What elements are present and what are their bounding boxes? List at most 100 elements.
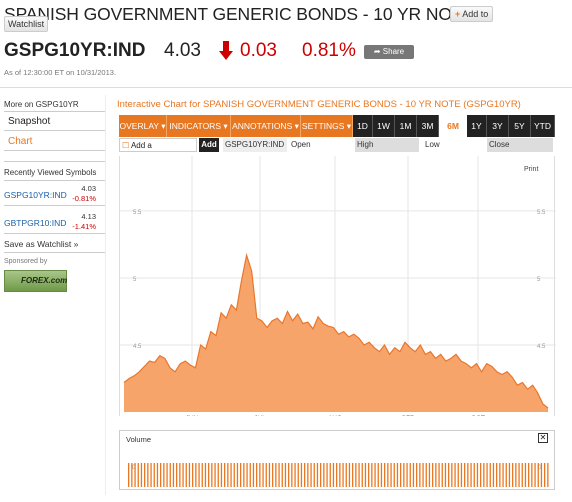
volume-bar xyxy=(313,463,315,487)
volume-bar xyxy=(256,463,258,487)
volume-bar xyxy=(476,463,479,487)
sponsor-logo[interactable]: FOREX.com xyxy=(4,270,67,292)
volume-bar xyxy=(265,463,267,487)
volume-bar xyxy=(348,463,351,487)
plus-icon: + xyxy=(455,9,461,19)
volume-bar xyxy=(326,463,328,487)
divider xyxy=(4,130,105,131)
divider xyxy=(4,252,105,253)
volume-bar xyxy=(320,463,322,487)
volume-bar xyxy=(150,463,152,487)
volume-axis-label: 0 xyxy=(538,465,542,471)
divider xyxy=(4,150,105,151)
volume-bar xyxy=(332,463,335,487)
volume-bar xyxy=(454,463,456,487)
sponsored-label: Sponsored by xyxy=(4,258,48,265)
volume-bar xyxy=(160,463,162,487)
range-3y[interactable]: 3Y xyxy=(487,115,509,137)
volume-bar xyxy=(192,463,194,487)
volume-bar xyxy=(329,463,331,487)
volume-bar xyxy=(182,463,184,487)
volume-bar xyxy=(492,463,495,487)
price-change: 0.03 xyxy=(240,40,277,61)
sponsor-name: FOREX.com xyxy=(21,276,68,285)
watchlist-button[interactable]: Watchlist xyxy=(4,16,49,32)
volume-bar xyxy=(384,463,386,487)
volume-bar xyxy=(505,463,507,487)
volume-bar xyxy=(294,463,296,487)
volume-bar xyxy=(278,463,280,487)
volume-bar xyxy=(214,463,216,487)
price-chart[interactable]: 4.5 4.5 5 5 5.5 5.5 Print JUN JUL AUG SEP OCT xyxy=(119,156,556,422)
volume-bar xyxy=(304,463,306,487)
volume-bar xyxy=(204,463,207,487)
add-comparison-input[interactable]: ☐ Add a Comparison xyxy=(119,138,197,164)
annotations-menu[interactable]: ANNOTATIONS ▾ xyxy=(231,115,301,137)
volume-bar xyxy=(339,463,341,487)
volume-bar xyxy=(371,463,373,487)
add-comparison-button[interactable]: Add xyxy=(199,138,219,152)
volume-bar xyxy=(316,463,319,487)
overlay-menu[interactable]: OVERLAY ▾ xyxy=(119,115,167,137)
range-5y[interactable]: 5Y xyxy=(509,115,531,137)
volume-bar xyxy=(169,463,171,487)
ohlc-low: Low xyxy=(425,140,440,149)
volume-bar xyxy=(220,463,223,487)
recent-symbol-link[interactable]: GBTPGR10:IND xyxy=(4,218,67,228)
volume-bar xyxy=(406,463,408,487)
range-1m[interactable]: 1M xyxy=(395,115,417,137)
volume-bar xyxy=(524,463,527,487)
settings-menu[interactable]: SETTINGS ▾ xyxy=(301,115,353,137)
volume-bar xyxy=(364,463,367,487)
print-link[interactable]: Print xyxy=(524,166,538,173)
volume-bar xyxy=(128,463,130,487)
volume-axis-label: 0 xyxy=(132,465,136,471)
volume-bar xyxy=(412,463,415,487)
recent-symbol-link[interactable]: GSPG10YR:IND xyxy=(4,190,67,200)
range-ytd[interactable]: YTD xyxy=(531,115,555,137)
as-of-timestamp: As of 12:30:00 ET on 10/31/2013. xyxy=(4,68,117,77)
chart-title: Interactive Chart for SPANISH GOVERNMENT… xyxy=(117,99,521,110)
divider xyxy=(4,180,105,181)
x-tick-label: JUL xyxy=(254,415,266,416)
volume-bar xyxy=(489,463,491,487)
volume-bar xyxy=(179,463,181,487)
range-1y[interactable]: 1Y xyxy=(467,115,487,137)
volume-bar xyxy=(480,463,482,487)
volume-bar xyxy=(188,463,191,487)
volume-bar xyxy=(540,463,543,487)
add-to-label: Add to xyxy=(462,9,489,19)
volume-bar xyxy=(345,463,347,487)
save-as-watchlist-link[interactable]: Save as Watchlist » xyxy=(4,239,79,249)
ohlc-high: High xyxy=(355,138,419,152)
volume-bar xyxy=(521,463,523,487)
volume-bar xyxy=(176,463,178,487)
range-3m[interactable]: 3M xyxy=(417,115,439,137)
price-line xyxy=(123,252,549,409)
close-icon[interactable]: ✕ xyxy=(538,433,548,443)
volume-bar xyxy=(483,463,485,487)
recent-symbol-change: -0.81% xyxy=(72,194,96,203)
compare-symbol-tag: GSPG10YR:IND xyxy=(223,138,287,152)
volume-bar xyxy=(252,463,255,487)
y-tick-label: 4.5 xyxy=(537,344,546,350)
volume-bar xyxy=(544,463,546,487)
volume-bar xyxy=(467,463,469,487)
share-button[interactable]: ➦ Share xyxy=(364,45,414,59)
indicators-menu[interactable]: INDICATORS ▾ xyxy=(167,115,231,137)
volume-bar xyxy=(243,463,245,487)
volume-bar xyxy=(288,463,290,487)
range-1d[interactable]: 1D xyxy=(353,115,373,137)
price-chart-svg: 4.5 4.5 5 5 5.5 5.5 Print JUN JUL AUG SEP OCT xyxy=(120,156,556,422)
x-tick-label: OCT xyxy=(471,415,485,416)
volume-bar xyxy=(217,463,219,487)
volume-bar xyxy=(163,463,165,487)
volume-bar xyxy=(156,463,159,487)
volume-bar xyxy=(387,463,389,487)
sidebar-item-chart[interactable]: Chart xyxy=(8,136,33,147)
add-to-button[interactable]: + Add to xyxy=(450,6,494,22)
sidebar-item-snapshot[interactable]: Snapshot xyxy=(8,116,51,127)
range-1w[interactable]: 1W xyxy=(373,115,395,137)
volume-bar xyxy=(291,463,293,487)
range-6m[interactable]: 6M xyxy=(439,115,467,137)
